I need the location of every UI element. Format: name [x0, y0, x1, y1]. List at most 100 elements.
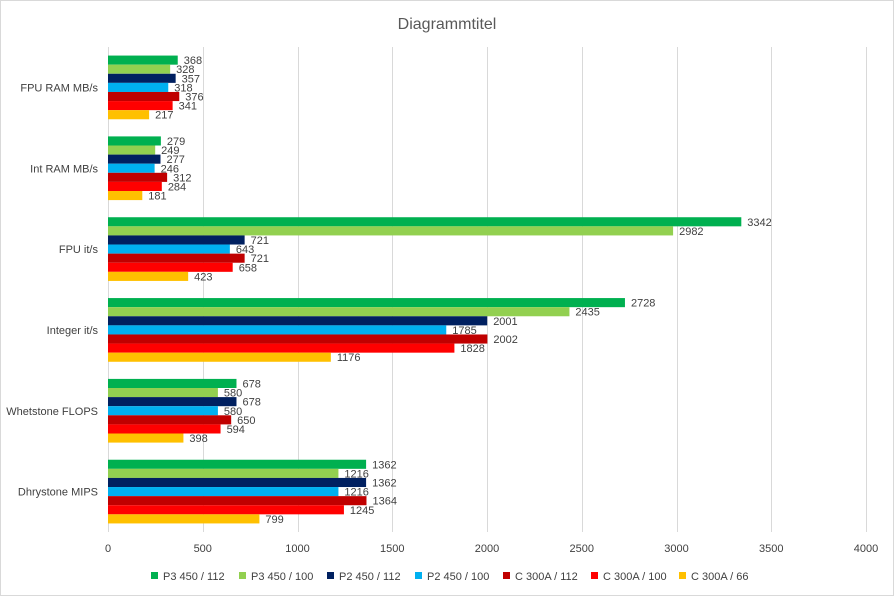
bar: [108, 64, 171, 74]
bar: [108, 253, 245, 263]
legend-swatch: [591, 572, 598, 579]
data-label: 376: [185, 92, 203, 104]
category-label: Whetstone FLOPS: [6, 406, 98, 418]
bar: [108, 459, 367, 469]
data-label: 2001: [493, 316, 517, 328]
bar: [108, 325, 447, 335]
bar: [108, 136, 161, 146]
bar: [108, 154, 161, 164]
category-label: FPU RAM MB/s: [20, 82, 98, 94]
data-labels: 3683283573183763412172792492772463122841…: [148, 55, 771, 526]
data-label: 1176: [337, 352, 361, 364]
legend-swatch: [415, 572, 422, 579]
bar: [108, 334, 488, 344]
bar: [108, 514, 260, 524]
x-tick-label: 4000: [854, 543, 878, 555]
data-label: 217: [155, 110, 173, 122]
data-label: 658: [239, 262, 257, 274]
bar: [108, 397, 237, 407]
x-tick-label: 1500: [380, 543, 404, 555]
bar: [108, 352, 331, 362]
bar: [108, 316, 488, 326]
bar: [108, 91, 180, 102]
data-label: 284: [168, 181, 186, 193]
bar: [108, 298, 625, 308]
bar: [108, 388, 218, 398]
bar: [108, 487, 339, 497]
data-label: 357: [182, 73, 200, 85]
x-tick-label: 2000: [475, 543, 499, 555]
bar: [108, 406, 218, 416]
bar: [108, 271, 189, 281]
bar: [108, 244, 230, 254]
bar: [108, 468, 339, 478]
data-label: 312: [173, 172, 191, 184]
bar: [108, 145, 156, 155]
data-label: 2982: [679, 226, 703, 238]
data-label: 1245: [350, 505, 374, 517]
x-tick-label: 3500: [759, 543, 783, 555]
data-label: 328: [176, 64, 194, 76]
bar: [108, 433, 184, 443]
bar: [108, 163, 155, 173]
x-tick-label: 1000: [285, 543, 309, 555]
bar: [108, 226, 674, 236]
category-label: Integer it/s: [47, 325, 99, 337]
data-label: 643: [236, 244, 254, 256]
category-label: Dhrystone MIPS: [18, 487, 98, 499]
bar: [108, 477, 367, 488]
legend: P3 450 / 112 P3 450 / 100 P2 450 / 112 P2 4…: [151, 571, 749, 583]
bar: [108, 110, 150, 120]
data-label: 368: [184, 55, 202, 67]
legend-label: C 300A / 100: [603, 571, 667, 583]
legend-swatch: [679, 572, 686, 579]
data-label: 2728: [631, 298, 655, 310]
bar: [108, 55, 178, 65]
x-tick-label: 2500: [570, 543, 594, 555]
legend-label: C 300A / 112: [515, 571, 578, 583]
bar: [108, 307, 570, 317]
bar: [108, 73, 176, 83]
legend-swatch: [503, 572, 510, 579]
legend-label: P3 450 / 112: [163, 571, 225, 583]
data-label: 277: [166, 154, 184, 166]
legend-swatch: [327, 572, 334, 579]
data-label: 650: [237, 415, 255, 427]
data-label: 1216: [344, 468, 368, 480]
data-label: 799: [265, 514, 283, 526]
x-tick-label: 3000: [664, 543, 688, 555]
data-label: 678: [242, 378, 260, 390]
data-label: 580: [224, 406, 242, 418]
gridlines: [108, 47, 867, 532]
legend-label: P3 450 / 100: [251, 571, 313, 583]
bar: [108, 82, 169, 92]
category-labels: FPU RAM MB/s Int RAM MB/s FPU it/s Integer …: [6, 82, 98, 498]
data-label: 181: [148, 191, 166, 203]
legend-swatch: [151, 572, 158, 579]
bar: [108, 262, 233, 272]
data-label: 1362: [372, 477, 396, 489]
legend-label: C 300A / 66: [691, 571, 749, 583]
data-label: 398: [189, 433, 207, 445]
bar: [108, 217, 742, 227]
data-label: 1785: [452, 325, 476, 337]
bar: [108, 101, 173, 111]
data-label: 721: [251, 253, 269, 265]
bar: [108, 172, 168, 182]
data-label: 279: [167, 136, 185, 148]
data-label: 1362: [372, 459, 396, 471]
data-label: 3342: [747, 217, 771, 229]
bar: [108, 181, 162, 191]
data-label: 341: [179, 101, 197, 113]
category-label: Int RAM MB/s: [30, 163, 98, 175]
data-label: 249: [161, 145, 179, 157]
bar: [108, 424, 221, 434]
bar: [108, 343, 455, 353]
category-label: FPU it/s: [59, 244, 99, 256]
data-label: 2002: [493, 334, 517, 346]
x-tick-label: 0: [105, 543, 111, 555]
bar: [108, 496, 367, 506]
bars: [108, 55, 742, 524]
x-tick-label: 500: [194, 543, 212, 555]
